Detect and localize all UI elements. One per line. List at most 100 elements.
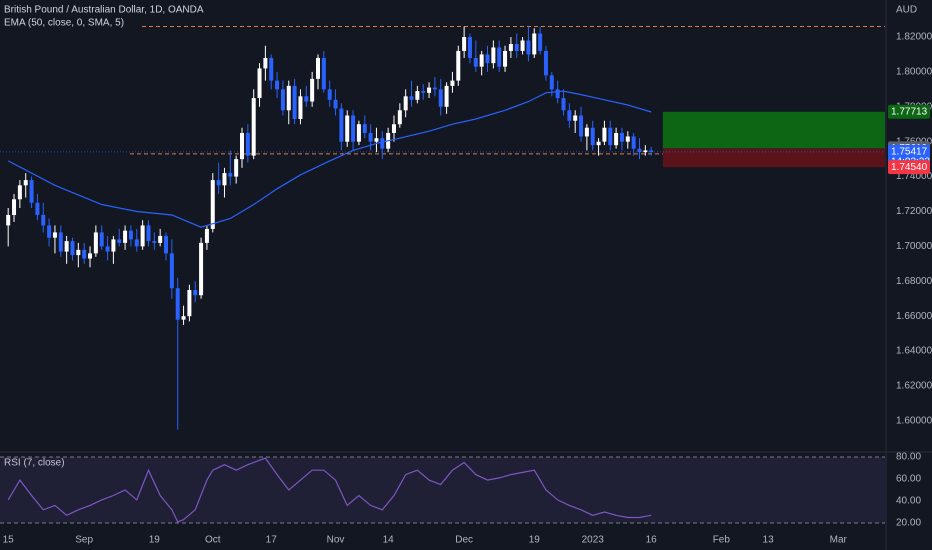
candle-body [467,36,472,58]
candle-body [421,91,426,93]
candle-body [17,185,22,200]
candle-body [508,43,513,51]
y-tick-label: 1.74000 [896,171,932,182]
x-tick-label: 15 [3,535,15,546]
candle-body [82,249,87,259]
candle-body [128,230,133,240]
y-tick-label: 1.64000 [896,346,932,357]
x-tick-label: 14 [383,535,395,546]
candle-body [619,132,624,142]
candle-body [169,253,174,289]
candle-body [12,199,17,215]
rsi-line [7,457,652,523]
rsi-tick-label: 80.00 [896,452,921,463]
candle-body [643,150,648,153]
candle-body [257,68,262,99]
candle-body [245,132,250,156]
candle-body [608,127,613,146]
candle-body [234,159,239,177]
candle-body [368,132,373,142]
candle-body [415,91,420,100]
candle-body [497,47,502,67]
indicator-label: EMA (50, close, 0, SMA, 5) [4,18,124,29]
candle-body [327,89,332,100]
candle-body [637,148,642,153]
candle-body [602,127,607,142]
candle-body [35,202,40,215]
candle-body [520,40,525,51]
candle-body [152,241,157,243]
candle-body [579,115,584,137]
candle-body [403,96,408,111]
candle-body [251,98,256,156]
candle-body [333,99,338,109]
candle-body [292,85,297,119]
candle-body [584,127,589,137]
candle-body [444,85,449,107]
candle-body [631,136,636,149]
candle-body [304,96,309,102]
candle-body [23,180,28,186]
target-label-bg [888,104,930,119]
candle-body [187,289,192,317]
candle-body [286,85,291,111]
candle-body [93,232,98,254]
candle-body [456,50,461,81]
rsi-tick-label: 20.00 [896,518,921,529]
y-tick-label: 1.70000 [896,241,932,252]
x-tick-label: Sep [75,535,93,546]
y-tick-label: 1.68000 [896,276,932,287]
candle-body [29,180,34,203]
candle-body [275,80,280,90]
x-tick-label: 17 [266,535,278,546]
candle-body [345,115,350,142]
chart-title: British Pound / Australian Dollar, 1D, O… [4,5,204,16]
candle-body [526,40,531,55]
candle-body [52,232,57,238]
last-price-label: 1.75417 [891,146,928,157]
candle-body [111,239,116,252]
ema-line [7,90,652,228]
candle-body [374,138,379,142]
candle-body [321,57,326,90]
candle-body [532,33,537,55]
x-tick-label: Nov [327,535,345,546]
candle-body [210,180,215,229]
candle-body [280,89,285,111]
candle-body [339,108,344,142]
target-label: 1.77713 [891,106,928,117]
candle-body [573,115,578,121]
candle-body [432,87,437,90]
candle-body [351,115,356,142]
x-tick-label: 19 [529,535,541,546]
candle-body [356,124,361,142]
candle-body [596,141,601,146]
unit-label: AUD [896,5,917,16]
stop-zone [662,148,885,168]
candle-body [514,43,519,51]
candle-body [380,138,385,149]
candle-body [222,173,227,186]
y-tick-label: 1.80000 [896,67,932,78]
y-tick-label: 1.66000 [896,311,932,322]
candle-body [88,253,93,259]
x-tick-label: Mar [830,535,848,546]
candle-body [462,36,467,51]
candle-body [76,249,81,256]
stop-label: 1.74540 [891,162,928,173]
target-zone [662,111,885,149]
candle-body [228,173,233,177]
candle-body [117,239,122,243]
candle-body [175,288,180,320]
rsi-band [0,456,885,523]
candle-body [269,57,274,81]
candle-body [164,235,169,254]
rsi-tick-label: 60.00 [896,474,921,485]
candle-body [473,57,478,67]
candle-body [590,127,595,146]
candle-body [485,54,490,64]
candle-body [479,54,484,67]
candle-body [240,132,245,160]
rsi-tick-label: 40.00 [896,496,921,507]
